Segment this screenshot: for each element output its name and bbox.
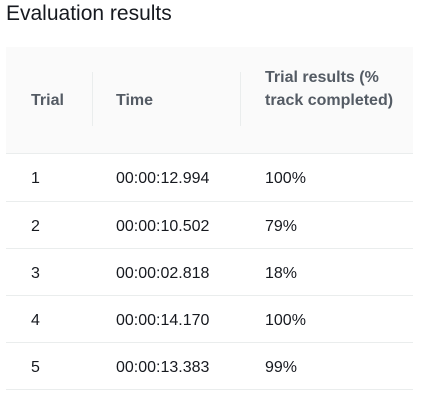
table-body: 1 00:00:12.994 100% 2 00:00:10.502 79% 3… — [6, 154, 413, 390]
time-cell: 00:00:14.170 — [116, 312, 210, 329]
trial-cell: 2 — [31, 218, 40, 235]
time-cell: 00:00:02.818 — [116, 265, 210, 282]
table-header: Trial Time Trial results (% track comple… — [6, 47, 413, 154]
column-divider[interactable] — [92, 72, 93, 126]
table-row: 2 00:00:10.502 79% — [6, 202, 413, 249]
trial-cell: 1 — [31, 170, 40, 187]
trial-cell: 3 — [31, 265, 40, 282]
trial-cell: 4 — [31, 312, 40, 329]
table-row: 4 00:00:14.170 100% — [6, 296, 413, 343]
trial-cell: 5 — [31, 359, 40, 376]
table-row: 3 00:00:02.818 18% — [6, 249, 413, 296]
evaluation-results-table: Trial Time Trial results (% track comple… — [6, 47, 413, 390]
result-cell: 100% — [265, 170, 306, 187]
time-cell: 00:00:10.502 — [116, 218, 210, 235]
result-cell: 99% — [265, 359, 298, 376]
table-row: 1 00:00:12.994 100% — [6, 154, 413, 202]
time-cell: 00:00:12.994 — [116, 170, 210, 187]
time-cell: 00:00:13.383 — [116, 359, 210, 376]
result-cell: 79% — [265, 218, 298, 235]
result-cell: 100% — [265, 312, 306, 329]
column-header-time[interactable]: Time — [116, 92, 154, 109]
column-header-trial-results[interactable]: Trial results (% track completed) — [265, 69, 394, 109]
column-header-trial[interactable]: Trial — [31, 92, 64, 109]
table-row: 5 00:00:13.383 99% — [6, 343, 413, 390]
column-divider[interactable] — [240, 72, 241, 126]
result-cell: 18% — [265, 265, 298, 282]
page-title: Evaluation results — [6, 2, 172, 25]
